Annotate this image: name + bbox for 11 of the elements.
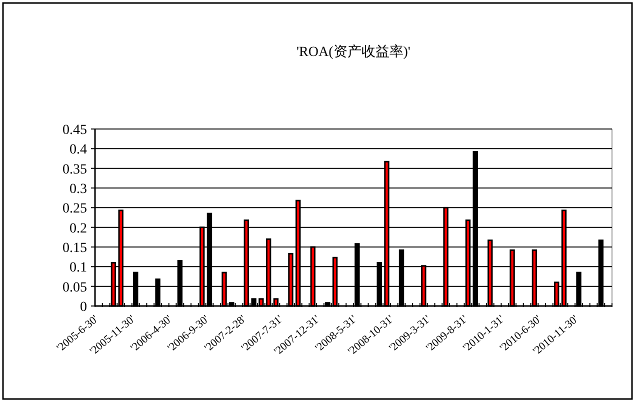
y-tick-label: 0.05 bbox=[62, 280, 87, 296]
y-tick-label: 0.25 bbox=[62, 202, 87, 217]
chart-title: 'ROA(资产收益率)' bbox=[296, 44, 410, 60]
y-tick-label: 0.35 bbox=[62, 162, 87, 178]
y-tick-label: 0.2 bbox=[70, 221, 87, 236]
y-tick-label: 0.45 bbox=[62, 123, 87, 138]
y-tick-label: 0.1 bbox=[70, 260, 87, 276]
y-tick-label: 0.15 bbox=[62, 241, 87, 256]
y-tick-label: 0.4 bbox=[70, 142, 87, 158]
y-tick-label: 0 bbox=[80, 300, 87, 315]
y-tick-label: 0.3 bbox=[70, 182, 87, 197]
